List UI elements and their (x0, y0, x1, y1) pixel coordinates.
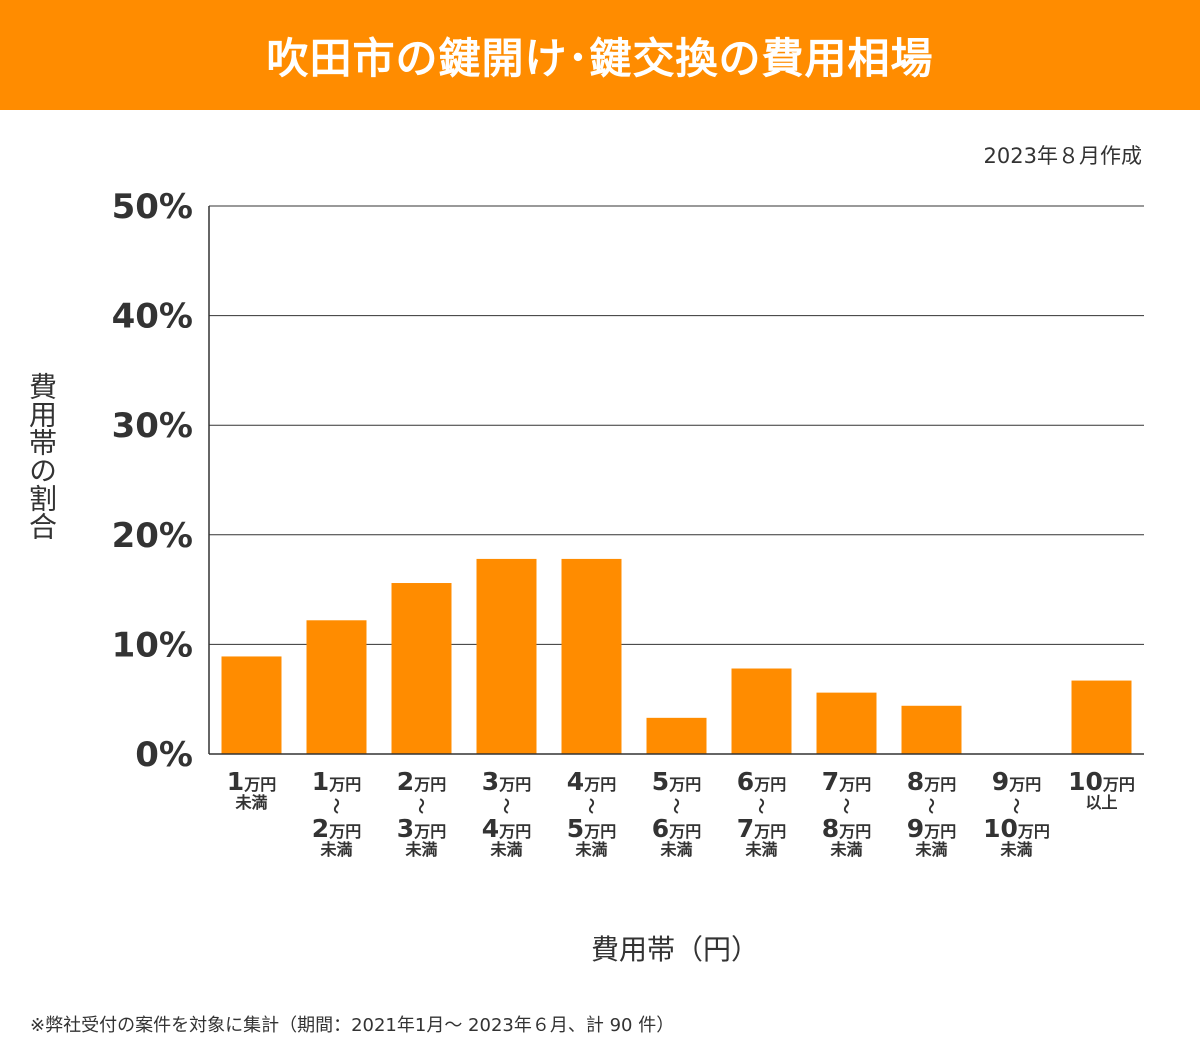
x-tick-line: 〜 (412, 798, 431, 814)
x-tick-line: 1万円 (312, 767, 361, 796)
y-tick-label: 20% (112, 516, 193, 556)
x-tick-line: 〜 (582, 798, 601, 814)
x-tick-line: 未満 (744, 840, 777, 859)
y-axis-label: 費用帯の割合 (25, 372, 58, 540)
x-tick-line: 〜 (327, 798, 346, 814)
x-tick-line: 7万円 (737, 814, 786, 843)
x-tick-line: 〜 (752, 798, 771, 814)
footnote: ※弊社受付の案件を対象に集計（期間：2021年1月～ 2023年６月、計 90 … (30, 1015, 675, 1036)
x-tick-line: 7万円 (822, 767, 871, 796)
bar (816, 692, 877, 754)
bar (391, 583, 452, 754)
x-tick-line: 4万円 (567, 767, 616, 796)
x-tick-line: 5万円 (652, 767, 701, 796)
x-tick-line: 以上 (1085, 793, 1117, 812)
x-tick-line: 4万円 (482, 814, 531, 843)
bar (731, 668, 792, 754)
x-tick-line: 未満 (574, 840, 607, 859)
x-tick-line: 9万円 (907, 814, 956, 843)
x-axis-label: 費用帯（円） (590, 933, 759, 966)
x-tick-line: 未満 (999, 840, 1032, 859)
x-tick-line: 〜 (497, 798, 516, 814)
x-tick-line: 2万円 (397, 767, 446, 796)
x-tick-line: 3万円 (482, 767, 531, 796)
x-tick-line: 〜 (667, 798, 686, 814)
bar (221, 656, 282, 754)
x-tick-line: 未満 (404, 840, 437, 859)
x-tick-line: 8万円 (907, 767, 956, 796)
x-tick-line: 10万円 (1068, 767, 1135, 796)
created-date: 2023年８月作成 (983, 144, 1142, 168)
x-tick-line: 2万円 (312, 814, 361, 843)
x-tick-line: 未満 (489, 840, 522, 859)
bar (646, 717, 707, 754)
x-tick-line: 10万円 (983, 814, 1050, 843)
x-tick-line: 未満 (234, 793, 267, 812)
x-tick-line: 〜 (1007, 798, 1026, 814)
x-tick-line: 5万円 (567, 814, 616, 843)
y-tick-label: 0% (135, 735, 193, 775)
bar (476, 558, 537, 754)
chart-title: 吹田市の鍵開け･鍵交換の費用相場 (266, 33, 934, 83)
y-tick-label: 40% (112, 297, 193, 337)
x-tick-line: 1万円 (227, 767, 276, 796)
x-tick-line: 未満 (659, 840, 692, 859)
bar (561, 558, 622, 754)
y-tick-label: 10% (112, 625, 193, 665)
x-tick-line: 9万円 (992, 767, 1041, 796)
x-tick-line: 未満 (319, 840, 352, 859)
x-tick-line: 未満 (914, 840, 947, 859)
x-tick-line: 3万円 (397, 814, 446, 843)
x-tick-line: 8万円 (822, 814, 871, 843)
x-tick-line: 〜 (837, 798, 856, 814)
x-tick-line: 〜 (922, 798, 941, 814)
x-tick-line: 6万円 (652, 814, 701, 843)
bar (1071, 680, 1132, 754)
x-tick-line: 6万円 (737, 767, 786, 796)
y-tick-label: 30% (112, 406, 193, 446)
title-banner: 吹田市の鍵開け･鍵交換の費用相場 (0, 0, 1200, 110)
x-tick-line: 未満 (829, 840, 862, 859)
y-tick-label: 50% (112, 187, 193, 227)
bar (901, 705, 962, 754)
bar (306, 620, 367, 754)
